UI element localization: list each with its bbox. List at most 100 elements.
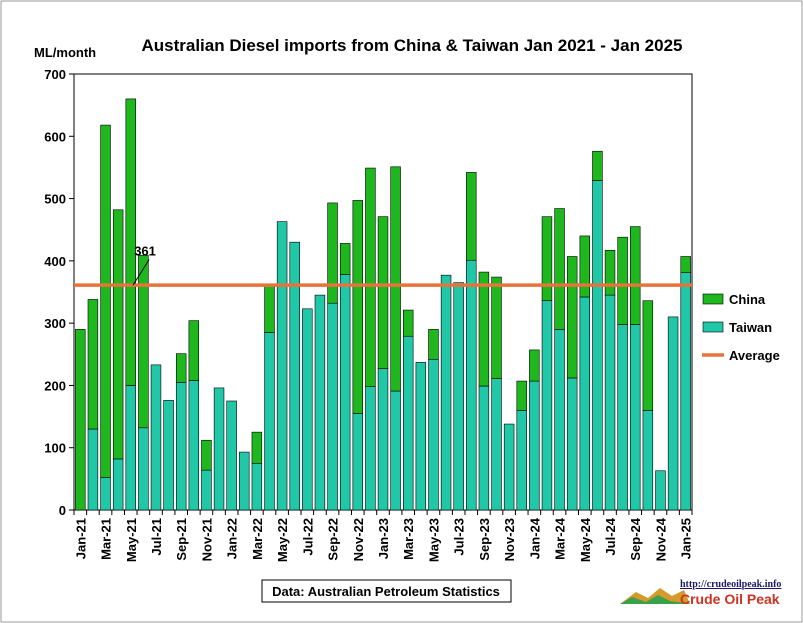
x-tick-label: Mar-21 xyxy=(99,518,114,560)
average-value-label: 361 xyxy=(134,244,156,259)
bar-taiwan xyxy=(503,423,515,511)
source-note-frame xyxy=(261,579,512,603)
bar-taiwan xyxy=(630,324,641,511)
bar-taiwan xyxy=(239,451,250,511)
bar-china xyxy=(377,216,389,369)
bar-taiwan xyxy=(87,428,99,511)
bar-taiwan xyxy=(125,385,136,511)
x-tick-label: Jan-24 xyxy=(527,517,542,559)
bar-taiwan xyxy=(642,410,654,511)
x-tick-label: May-21 xyxy=(124,518,139,562)
x-axis: Jan-21 Mar-21 May-21 Jul-21 Sep-21 Nov-21 Jan-… xyxy=(73,510,694,562)
bar-taiwan xyxy=(264,332,275,511)
legend-swatch xyxy=(702,321,724,333)
bar-china xyxy=(352,200,363,414)
bar-china xyxy=(566,256,578,379)
bar-china xyxy=(365,167,376,387)
bar-taiwan xyxy=(163,400,174,511)
bar-taiwan xyxy=(327,302,338,511)
bar-china xyxy=(516,380,527,411)
bar-taiwan xyxy=(175,382,187,511)
bar-taiwan xyxy=(541,300,553,511)
bar-taiwan xyxy=(491,378,502,511)
x-tick-label: Sep-23 xyxy=(477,518,492,561)
bar-china xyxy=(529,349,540,382)
bar-taiwan xyxy=(314,294,326,511)
bar-taiwan xyxy=(188,380,200,511)
bar-taiwan xyxy=(138,427,149,511)
bar-taiwan xyxy=(604,294,616,511)
bar-china xyxy=(592,150,603,181)
legend: China Taiwan Average xyxy=(702,292,780,363)
bar-taiwan xyxy=(352,413,363,511)
x-tick-label: Nov-21 xyxy=(199,518,214,561)
bar-china xyxy=(138,254,149,429)
crude-oil-peak-logo: http://crudeoilpeak.info Crude Oil Peak xyxy=(620,579,781,607)
bar-taiwan xyxy=(566,377,578,511)
y-tick-label: 100 xyxy=(44,441,66,456)
x-tick-label: May-22 xyxy=(275,518,290,562)
bar-china xyxy=(617,236,628,325)
y-tick-label: 600 xyxy=(44,129,66,144)
x-tick-label: Sep-21 xyxy=(174,518,189,561)
bar-china xyxy=(428,329,439,360)
x-tick-label: Mar-23 xyxy=(401,518,416,560)
bar-china xyxy=(112,209,124,460)
bar-taiwan xyxy=(213,387,225,511)
average-line-group: 361 xyxy=(74,244,692,287)
bar-taiwan xyxy=(617,324,628,511)
legend-label: Average xyxy=(729,348,780,363)
bar-china xyxy=(87,299,99,430)
bar-taiwan xyxy=(667,316,679,511)
bar-taiwan xyxy=(100,477,111,511)
bar-china xyxy=(642,300,654,411)
bar-taiwan xyxy=(466,259,477,511)
bar-taiwan xyxy=(226,400,237,511)
y-tick-label: 200 xyxy=(44,378,66,393)
bar-taiwan xyxy=(516,410,527,511)
y-tick-label: 700 xyxy=(44,67,66,82)
x-tick-label: Jul-23 xyxy=(452,518,467,556)
x-tick-label: Sep-22 xyxy=(326,518,341,561)
bar-series-group xyxy=(75,98,691,511)
y-axis-label: ML/month xyxy=(34,45,96,60)
bar-taiwan xyxy=(478,385,490,511)
average-leader-line xyxy=(132,259,150,286)
bar-china xyxy=(680,256,691,273)
bar-china xyxy=(100,124,111,478)
bar-taiwan xyxy=(112,458,124,511)
bar-china xyxy=(175,353,187,383)
x-tick-label: Jan-23 xyxy=(376,518,391,559)
bar-china xyxy=(466,172,477,261)
bar-taiwan xyxy=(150,364,162,511)
bar-china xyxy=(339,243,351,275)
logo-name: Crude Oil Peak xyxy=(680,591,780,607)
bar-china xyxy=(188,320,200,381)
bar-taiwan xyxy=(680,272,691,511)
bar-taiwan xyxy=(403,335,414,511)
bar-taiwan xyxy=(251,462,263,511)
x-tick-label: May-24 xyxy=(578,517,593,562)
legend-label: China xyxy=(729,292,766,307)
bar-taiwan xyxy=(302,308,313,511)
x-tick-label: Mar-24 xyxy=(553,517,568,560)
bar-taiwan xyxy=(554,329,565,511)
x-tick-label: Nov-24 xyxy=(653,517,668,561)
x-tick-label: May-23 xyxy=(426,518,441,562)
bar-taiwan xyxy=(428,358,439,511)
x-tick-label: Nov-23 xyxy=(502,518,517,561)
y-tick-label: 400 xyxy=(44,254,66,269)
bar-taiwan xyxy=(377,368,389,511)
bar-taiwan xyxy=(655,470,666,511)
bar-china xyxy=(579,235,591,298)
x-tick-label: Jan-22 xyxy=(225,518,240,559)
x-tick-label: Jan-21 xyxy=(73,518,88,559)
logo-landscape-graphic-2 xyxy=(620,595,690,604)
bar-taiwan xyxy=(579,296,591,511)
bar-taiwan xyxy=(276,221,288,511)
bar-taiwan xyxy=(592,180,603,511)
source-note: Data: Australian Petroleum Statistics xyxy=(272,584,500,599)
bar-china xyxy=(478,271,490,387)
x-tick-label: Mar-22 xyxy=(250,518,265,560)
